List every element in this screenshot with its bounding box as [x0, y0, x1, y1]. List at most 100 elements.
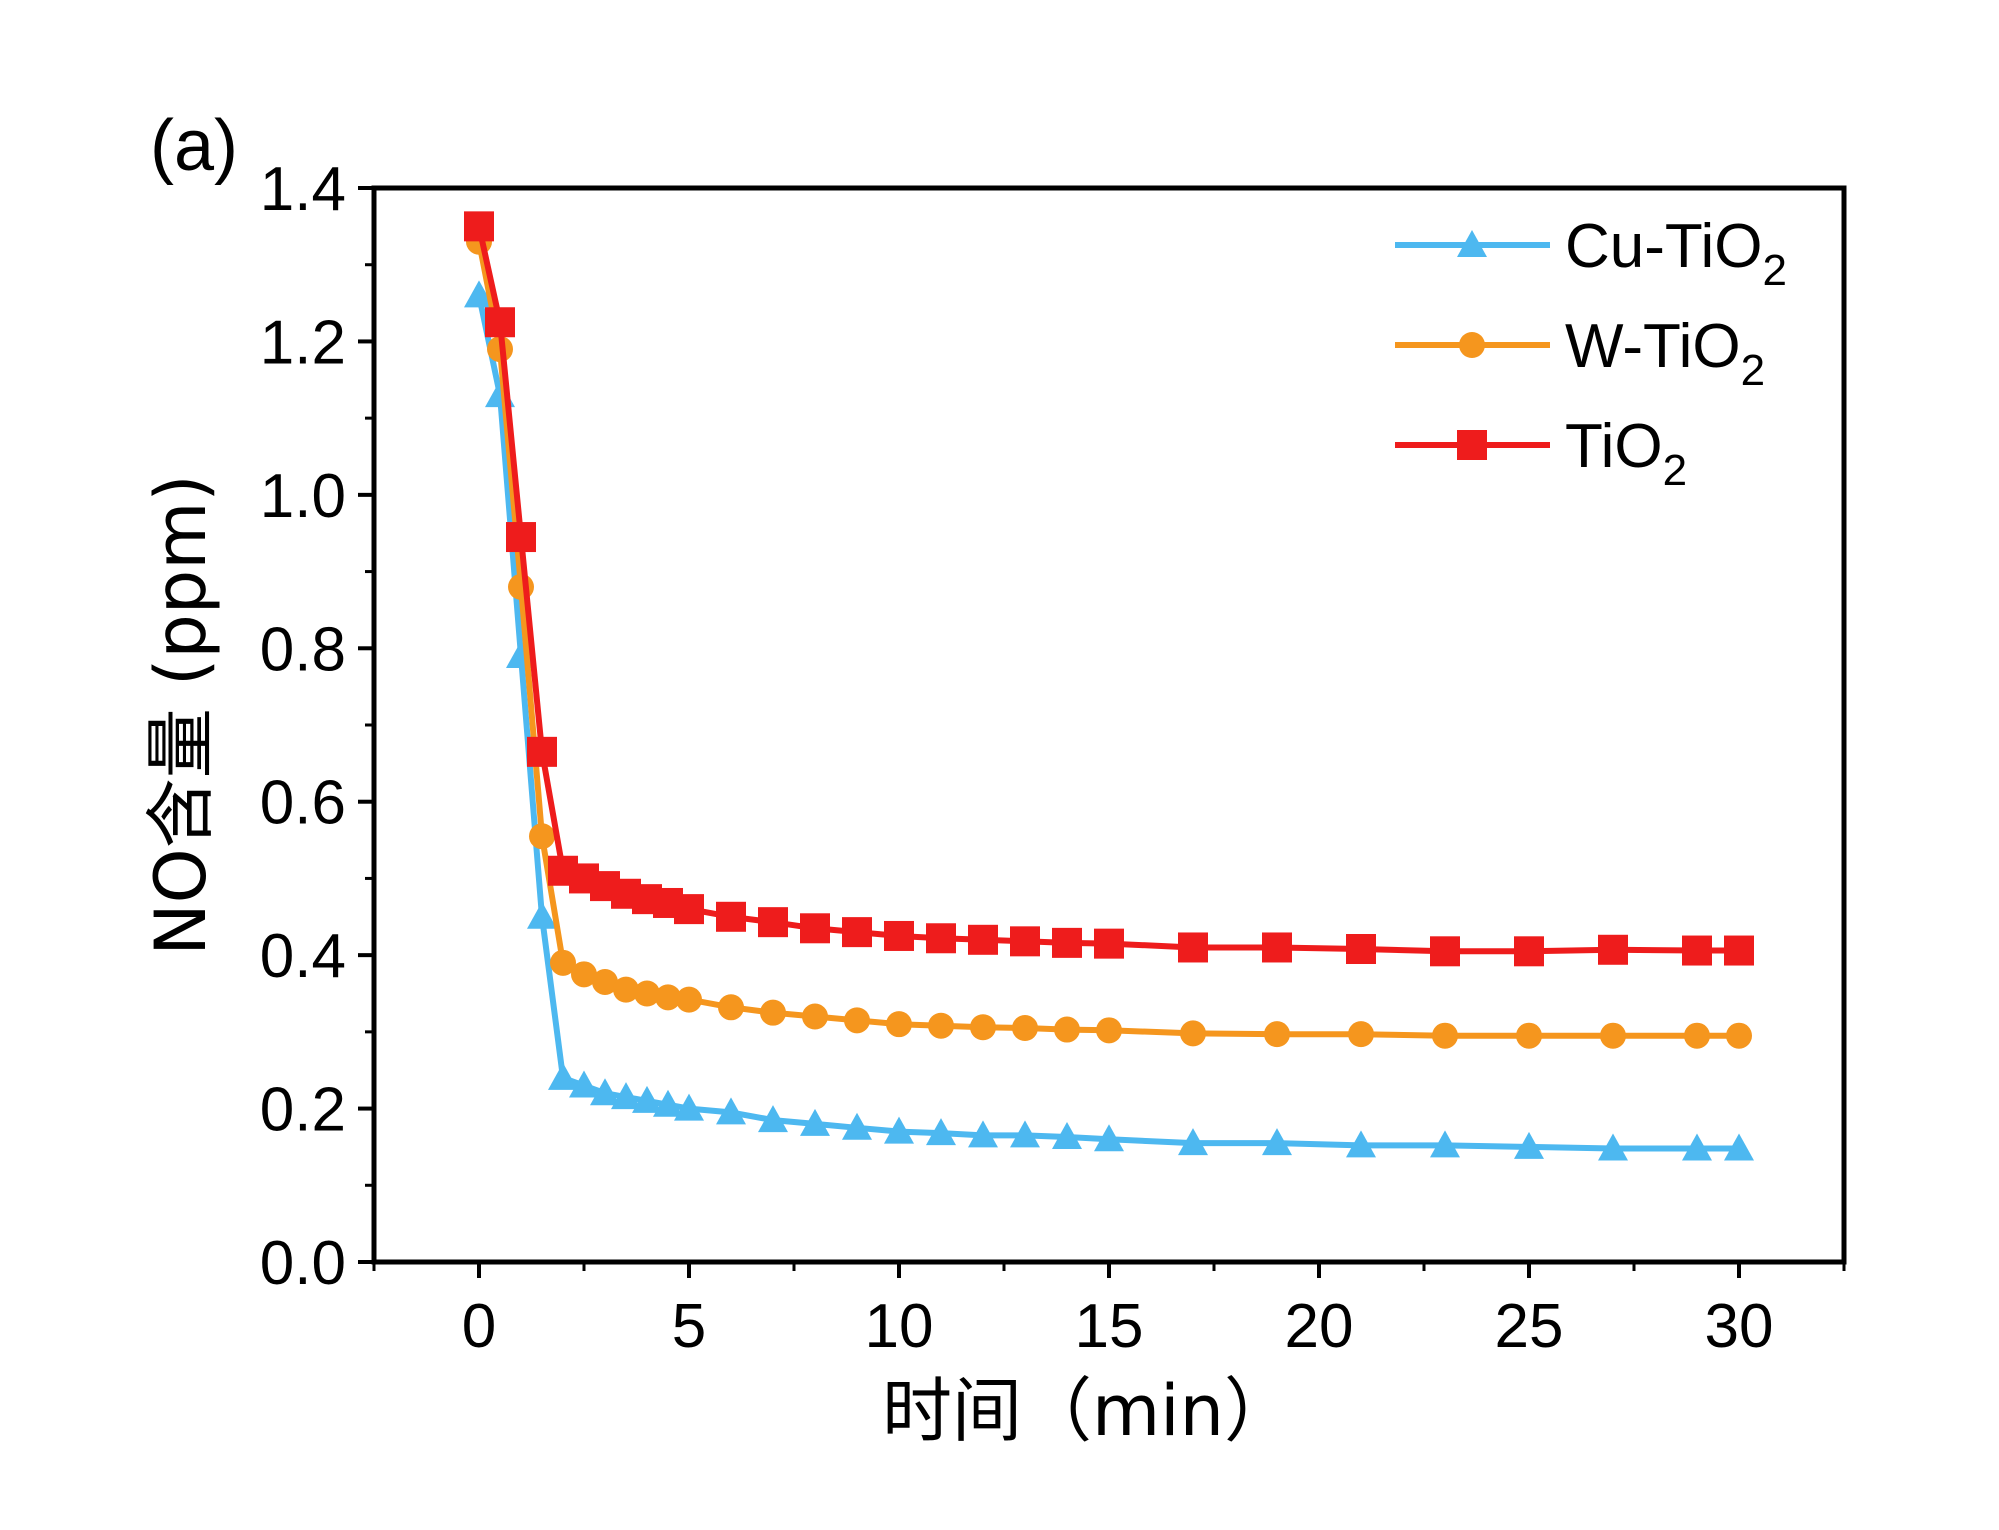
data-point [718, 994, 744, 1021]
data-point [550, 949, 576, 976]
data-point [634, 980, 660, 1007]
data-point [1264, 1021, 1290, 1048]
x-tick-label: 0 [462, 1292, 496, 1361]
y-tick-label: 0.6 [260, 769, 346, 838]
data-point [1346, 934, 1376, 965]
data-point [1724, 1133, 1754, 1161]
legend-item: W-TiO2 [1395, 312, 1765, 395]
data-point [1094, 928, 1124, 959]
data-point [1684, 1022, 1710, 1049]
y-tick-label: 0.8 [260, 615, 346, 684]
x-tick-label: 10 [865, 1292, 934, 1361]
data-point [1178, 932, 1208, 963]
data-point [1430, 936, 1460, 967]
data-point [844, 1007, 870, 1034]
data-point [1682, 935, 1712, 966]
data-point [884, 1116, 914, 1144]
data-point [1726, 1022, 1752, 1049]
data-point [655, 984, 681, 1011]
data-point [968, 924, 998, 955]
data-point [1096, 1017, 1122, 1044]
data-point [676, 986, 702, 1013]
series-W-TiO2 [466, 228, 1752, 1049]
x-tick-label: 25 [1495, 1292, 1564, 1361]
data-point [968, 1120, 998, 1148]
data-point [926, 923, 956, 954]
series-line [476, 225, 1739, 955]
series-TiO2 [464, 211, 1754, 967]
data-point [1348, 1021, 1374, 1048]
data-point [716, 1097, 746, 1125]
legend-marker [1457, 230, 1487, 257]
data-point [632, 1085, 662, 1113]
data-point [485, 307, 515, 338]
data-point [886, 1011, 912, 1038]
series-Cu-TiO2 [464, 280, 1754, 1161]
data-point [613, 976, 639, 1003]
data-point [1012, 1015, 1038, 1042]
data-point [1514, 936, 1544, 967]
data-point [548, 1062, 578, 1090]
data-point [802, 1003, 828, 1030]
data-point [1010, 926, 1040, 957]
data-point [571, 961, 597, 988]
data-point [760, 999, 786, 1026]
data-point [970, 1014, 996, 1041]
data-point [800, 1108, 830, 1136]
y-tick-label: 0.0 [260, 1229, 346, 1298]
data-point [508, 573, 534, 600]
data-point [1010, 1120, 1040, 1148]
data-point [1600, 1022, 1626, 1049]
y-tick-label: 1.2 [260, 308, 346, 377]
data-point [1598, 1133, 1628, 1161]
data-point [1432, 1022, 1458, 1049]
x-tick-label: 20 [1285, 1292, 1354, 1361]
data-point [1262, 1128, 1292, 1156]
data-point [527, 736, 557, 767]
y-tick-label: 0.2 [260, 1076, 346, 1145]
data-point [758, 1105, 788, 1133]
x-tick-label: 30 [1705, 1292, 1774, 1361]
data-point [1514, 1131, 1544, 1159]
series-layer [464, 211, 1754, 1161]
data-point [1724, 935, 1754, 966]
data-point [569, 1070, 599, 1098]
data-point [1180, 1020, 1206, 1047]
x-tick-label: 5 [672, 1292, 706, 1361]
data-point [529, 823, 555, 850]
data-point [926, 1118, 956, 1146]
x-axis-title: 时间（min） [882, 1370, 1294, 1452]
data-point [842, 1112, 872, 1140]
y-tick-label: 1.4 [260, 155, 346, 224]
data-point [1516, 1022, 1542, 1049]
data-point [464, 280, 494, 308]
y-tick-label: 0.4 [260, 922, 346, 991]
y-tick-label: 1.0 [260, 462, 346, 531]
data-point [674, 894, 704, 925]
data-point [1052, 927, 1082, 958]
legend: Cu-TiO2 W-TiO2 TiO2 [1395, 212, 1787, 495]
data-point [1052, 1121, 1082, 1149]
data-point [506, 522, 536, 553]
legend-item: TiO2 [1395, 412, 1687, 495]
data-point [884, 920, 914, 951]
data-point [842, 917, 872, 948]
legend-label: TiO2 [1565, 412, 1687, 495]
data-point [590, 1078, 620, 1106]
data-point [464, 211, 494, 242]
data-point [1054, 1016, 1080, 1043]
data-point [758, 907, 788, 938]
data-point [1346, 1130, 1376, 1158]
legend-label: W-TiO2 [1565, 312, 1765, 395]
legend-marker [1457, 430, 1487, 460]
y-axis: 0.0 0.2 0.4 0.6 0.8 1.0 1.2 1.4 [260, 155, 374, 1298]
legend-item: Cu-TiO2 [1395, 212, 1787, 295]
x-tick-label: 15 [1075, 1292, 1144, 1361]
legend-label: Cu-TiO2 [1565, 212, 1787, 295]
data-point [1682, 1133, 1712, 1161]
legend-marker [1459, 332, 1485, 358]
data-point [1598, 934, 1628, 965]
x-axis: 0 5 10 15 20 25 30 [372, 1262, 1846, 1361]
panel-label: (a) [150, 106, 238, 186]
data-point [674, 1093, 704, 1121]
